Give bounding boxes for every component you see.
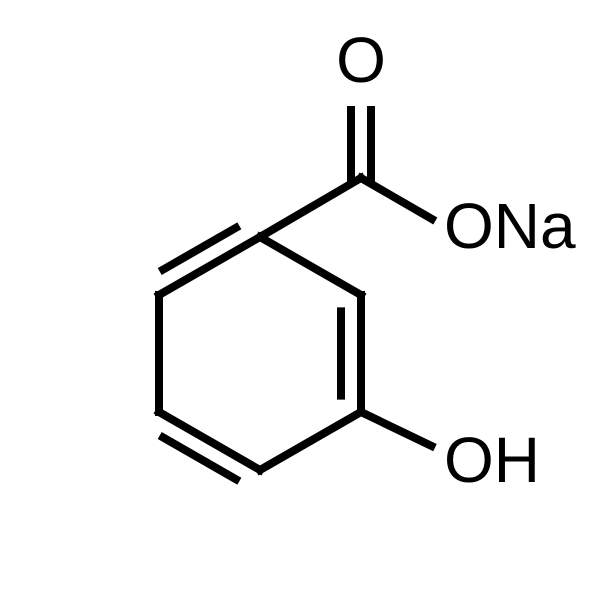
atom-label: O: [336, 24, 386, 96]
bond-line: [260, 412, 361, 470]
bond-line: [260, 178, 361, 237]
bond-line: [361, 178, 432, 219]
atom-label: ONa: [444, 190, 576, 262]
bond-line: [163, 437, 236, 479]
bond-line: [260, 237, 361, 295]
molecule-diagram: O ONa OH: [0, 0, 600, 600]
bond-line: [361, 412, 431, 446]
atom-label: OH: [444, 424, 540, 496]
bond-line: [163, 228, 236, 270]
